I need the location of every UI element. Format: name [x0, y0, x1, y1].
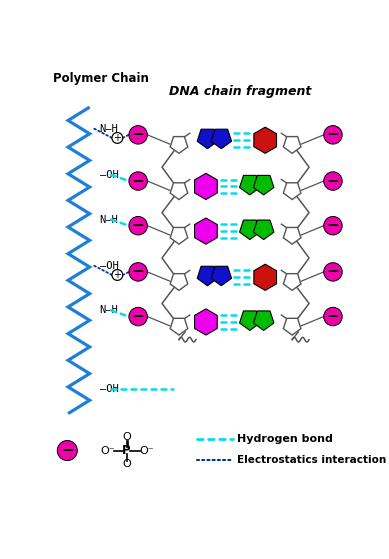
Polygon shape	[170, 318, 188, 335]
Text: O⁻: O⁻	[139, 446, 154, 456]
Circle shape	[324, 126, 342, 144]
Circle shape	[57, 440, 77, 461]
Polygon shape	[170, 228, 188, 244]
Circle shape	[324, 307, 342, 326]
Text: +: +	[113, 270, 121, 280]
Text: —OH: —OH	[100, 384, 118, 394]
Circle shape	[112, 132, 123, 143]
Polygon shape	[170, 274, 188, 290]
Polygon shape	[283, 274, 301, 290]
Polygon shape	[170, 183, 188, 200]
Text: N—H: N—H	[100, 305, 118, 315]
Text: Electrostatics interaction: Electrostatics interaction	[237, 455, 386, 465]
Circle shape	[129, 216, 147, 235]
Text: −: −	[132, 127, 145, 143]
Text: −: −	[132, 173, 145, 188]
Polygon shape	[283, 318, 301, 335]
Circle shape	[324, 172, 342, 190]
Text: P: P	[122, 444, 131, 457]
Text: −: −	[327, 127, 339, 143]
Text: O⁻: O⁻	[101, 446, 116, 456]
Circle shape	[324, 216, 342, 235]
Polygon shape	[240, 176, 260, 195]
Text: O: O	[122, 459, 131, 470]
Polygon shape	[283, 136, 301, 153]
Polygon shape	[211, 266, 231, 286]
Circle shape	[324, 263, 342, 281]
Text: −: −	[327, 173, 339, 188]
Polygon shape	[211, 129, 231, 149]
Polygon shape	[194, 309, 217, 335]
Polygon shape	[197, 129, 218, 149]
Text: −: −	[327, 218, 339, 233]
Text: —OH: —OH	[100, 260, 118, 271]
Circle shape	[112, 269, 123, 281]
Polygon shape	[240, 311, 260, 330]
Text: —OH: —OH	[100, 170, 118, 180]
Circle shape	[129, 263, 147, 281]
Text: −: −	[327, 309, 339, 324]
Circle shape	[129, 172, 147, 190]
Polygon shape	[194, 218, 217, 244]
Text: −: −	[132, 264, 145, 280]
Polygon shape	[253, 311, 274, 330]
Polygon shape	[283, 183, 301, 200]
Text: +: +	[113, 133, 121, 143]
Text: N—H: N—H	[100, 215, 118, 225]
Text: −: −	[132, 218, 145, 233]
Polygon shape	[253, 176, 274, 195]
Polygon shape	[194, 173, 217, 200]
Polygon shape	[283, 228, 301, 244]
Circle shape	[129, 126, 147, 144]
Text: Hydrogen bond: Hydrogen bond	[237, 434, 333, 444]
Text: −: −	[132, 309, 145, 324]
Text: DNA chain fragment: DNA chain fragment	[169, 85, 312, 98]
Text: Polymer Chain: Polymer Chain	[53, 72, 149, 85]
Text: −: −	[61, 443, 74, 458]
Polygon shape	[253, 220, 274, 240]
Polygon shape	[197, 266, 218, 286]
Text: O: O	[122, 432, 131, 442]
Text: −: −	[327, 264, 339, 280]
Circle shape	[129, 307, 147, 326]
Polygon shape	[240, 220, 260, 240]
Text: N—H: N—H	[100, 124, 118, 134]
Polygon shape	[254, 264, 277, 290]
Polygon shape	[170, 136, 188, 153]
Polygon shape	[254, 127, 277, 153]
